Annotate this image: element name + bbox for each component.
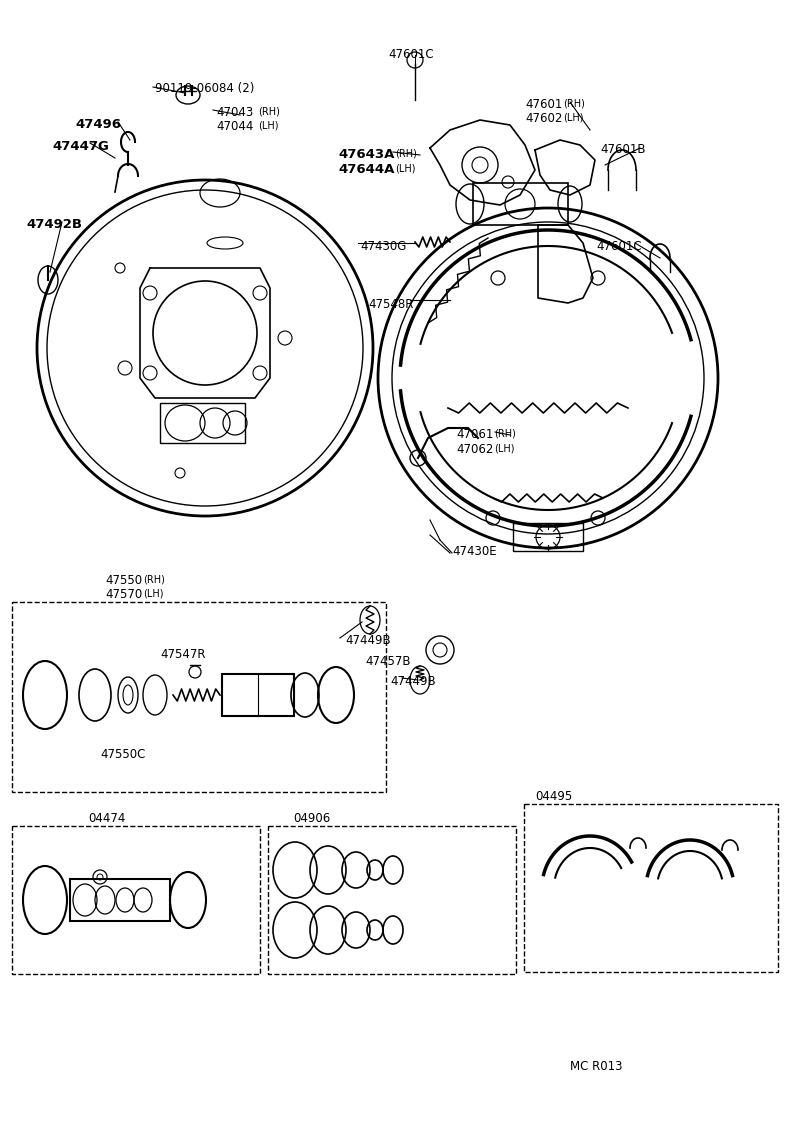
Bar bbox=[473, 183, 568, 226]
Text: 47061: 47061 bbox=[456, 427, 493, 441]
Bar bbox=[12, 603, 386, 792]
Text: 47062: 47062 bbox=[456, 443, 493, 456]
Text: 47547R: 47547R bbox=[160, 649, 205, 661]
Text: 47601C: 47601C bbox=[388, 48, 434, 61]
Text: (LH): (LH) bbox=[258, 120, 279, 130]
Text: 47449B: 47449B bbox=[345, 634, 390, 647]
Text: 47492B: 47492B bbox=[26, 218, 82, 231]
Text: 47447G: 47447G bbox=[52, 140, 109, 153]
Bar bbox=[160, 403, 245, 443]
Text: 47601C: 47601C bbox=[596, 240, 642, 252]
Text: 04906: 04906 bbox=[293, 812, 330, 825]
Text: (LH): (LH) bbox=[563, 112, 584, 122]
Text: 47044: 47044 bbox=[216, 120, 253, 134]
Text: 04495: 04495 bbox=[535, 790, 573, 803]
Text: (RH): (RH) bbox=[395, 148, 417, 158]
Text: 47643A: 47643A bbox=[338, 148, 394, 160]
Text: 47550: 47550 bbox=[105, 574, 142, 587]
Text: 04474: 04474 bbox=[88, 812, 125, 825]
Text: 47043: 47043 bbox=[216, 105, 253, 119]
Text: (RH): (RH) bbox=[563, 98, 584, 108]
Text: (RH): (RH) bbox=[143, 574, 165, 583]
Bar bbox=[70, 879, 170, 921]
Bar bbox=[524, 804, 778, 972]
Text: 47449B: 47449B bbox=[390, 675, 436, 688]
Text: 47601B: 47601B bbox=[600, 142, 645, 156]
Text: (LH): (LH) bbox=[395, 163, 416, 173]
Text: 47430G: 47430G bbox=[360, 240, 406, 252]
Text: MC R013: MC R013 bbox=[570, 1060, 623, 1073]
Text: (RH): (RH) bbox=[494, 427, 516, 438]
Text: 47457B: 47457B bbox=[365, 655, 410, 668]
Text: 47601: 47601 bbox=[525, 98, 562, 111]
Text: (RH): (RH) bbox=[258, 105, 280, 116]
Text: 47570: 47570 bbox=[105, 588, 143, 601]
Text: (LH): (LH) bbox=[143, 588, 163, 598]
Text: 47550C: 47550C bbox=[100, 748, 146, 761]
Bar bbox=[268, 826, 516, 974]
Text: 47430E: 47430E bbox=[452, 545, 497, 558]
Text: 90119-06084 (2): 90119-06084 (2) bbox=[155, 82, 254, 95]
Bar bbox=[12, 826, 260, 974]
Text: 47496: 47496 bbox=[75, 118, 121, 131]
Text: 47548R: 47548R bbox=[368, 298, 413, 311]
Text: 47602: 47602 bbox=[525, 112, 562, 125]
Text: 47644A: 47644A bbox=[338, 163, 394, 176]
Bar bbox=[222, 674, 294, 716]
Text: (LH): (LH) bbox=[494, 443, 515, 453]
Bar bbox=[513, 523, 583, 551]
